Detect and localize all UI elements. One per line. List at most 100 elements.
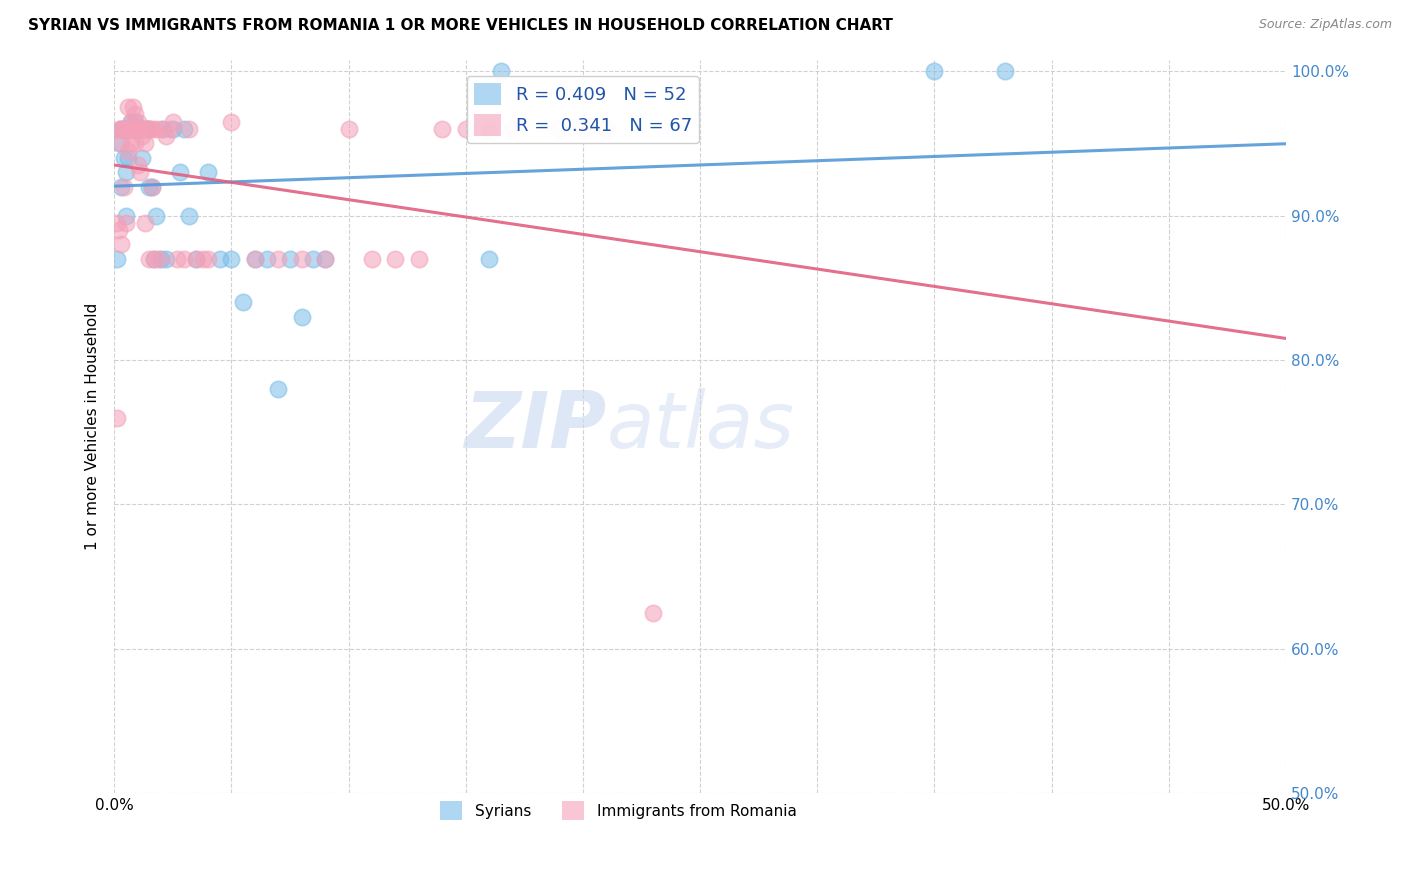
Point	[197, 165, 219, 179]
Point	[105, 252, 128, 266]
Point	[108, 122, 131, 136]
Point	[134, 216, 156, 230]
Point	[138, 122, 160, 136]
Point	[145, 209, 167, 223]
Point	[124, 107, 146, 121]
Point	[115, 209, 138, 223]
Point	[112, 179, 135, 194]
Point	[138, 122, 160, 136]
Point	[291, 252, 314, 266]
Point	[117, 144, 139, 158]
Point	[129, 122, 152, 136]
Point	[131, 151, 153, 165]
Point	[337, 122, 360, 136]
Point	[150, 252, 173, 266]
Point	[173, 122, 195, 136]
Point	[112, 122, 135, 136]
Point	[162, 114, 184, 128]
Point	[127, 122, 149, 136]
Point	[150, 122, 173, 136]
Point	[173, 252, 195, 266]
Point	[110, 122, 132, 136]
Point	[314, 252, 336, 266]
Point	[314, 252, 336, 266]
Point	[120, 114, 142, 128]
Point	[122, 122, 145, 136]
Point	[267, 382, 290, 396]
Point	[108, 136, 131, 151]
Point	[243, 252, 266, 266]
Point	[595, 122, 617, 136]
Point	[193, 252, 215, 266]
Point	[115, 122, 138, 136]
Point	[127, 114, 149, 128]
Y-axis label: 1 or more Vehicles in Household: 1 or more Vehicles in Household	[86, 303, 100, 550]
Point	[124, 136, 146, 151]
Point	[124, 122, 146, 136]
Point	[384, 252, 406, 266]
Point	[155, 129, 177, 144]
Point	[117, 151, 139, 165]
Point	[221, 252, 243, 266]
Point	[478, 252, 501, 266]
Point	[502, 122, 524, 136]
Point	[152, 122, 174, 136]
Point	[117, 122, 139, 136]
Point	[432, 122, 454, 136]
Point	[134, 136, 156, 151]
Point	[454, 122, 477, 136]
Point	[232, 295, 254, 310]
Point	[110, 122, 132, 136]
Point	[127, 122, 149, 136]
Point	[110, 179, 132, 194]
Point	[267, 252, 290, 266]
Text: atlas: atlas	[606, 389, 794, 465]
Point	[478, 122, 501, 136]
Point	[143, 252, 166, 266]
Point	[129, 165, 152, 179]
Point	[134, 122, 156, 136]
Point	[105, 410, 128, 425]
Text: SYRIAN VS IMMIGRANTS FROM ROMANIA 1 OR MORE VEHICLES IN HOUSEHOLD CORRELATION CH: SYRIAN VS IMMIGRANTS FROM ROMANIA 1 OR M…	[28, 18, 893, 33]
Point	[117, 122, 139, 136]
Point	[127, 122, 149, 136]
Point	[120, 136, 142, 151]
Point	[924, 64, 946, 78]
Point	[145, 122, 167, 136]
Point	[136, 122, 159, 136]
Point	[141, 122, 163, 136]
Point	[115, 122, 138, 136]
Point	[141, 179, 163, 194]
Point	[572, 122, 595, 136]
Point	[643, 606, 665, 620]
Point	[127, 158, 149, 172]
Point	[162, 122, 184, 136]
Point	[112, 151, 135, 165]
Point	[120, 122, 142, 136]
Point	[131, 122, 153, 136]
Point	[122, 122, 145, 136]
Point	[131, 129, 153, 144]
Point	[120, 114, 142, 128]
Point	[115, 165, 138, 179]
Point	[122, 100, 145, 114]
Point	[186, 252, 208, 266]
Point	[256, 252, 278, 266]
Point	[143, 252, 166, 266]
Point	[129, 122, 152, 136]
Point	[122, 122, 145, 136]
Point	[291, 310, 314, 324]
Legend: Syrians, Immigrants from Romania: Syrians, Immigrants from Romania	[433, 795, 803, 826]
Point	[994, 64, 1017, 78]
Point	[169, 165, 191, 179]
Point	[159, 122, 181, 136]
Point	[115, 216, 138, 230]
Point	[302, 252, 325, 266]
Point	[197, 252, 219, 266]
Point	[243, 252, 266, 266]
Point	[136, 122, 159, 136]
Point	[179, 209, 201, 223]
Point	[186, 252, 208, 266]
Point	[117, 100, 139, 114]
Point	[548, 122, 571, 136]
